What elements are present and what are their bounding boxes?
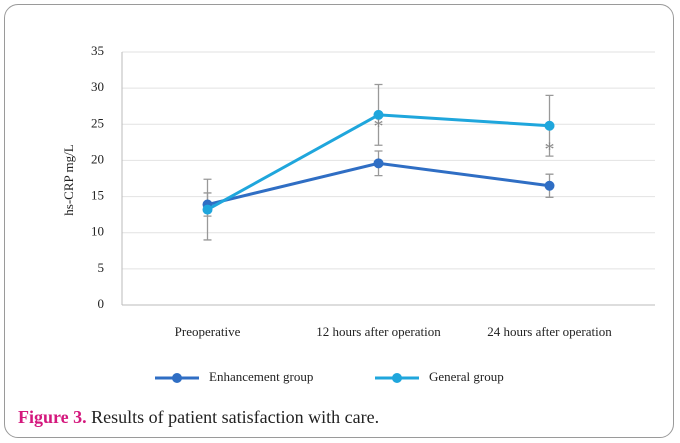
legend-label: General group: [429, 369, 504, 384]
y-tick-label: 10: [91, 224, 104, 239]
data-point: [373, 158, 384, 169]
legend-marker: [392, 373, 402, 383]
y-tick-label: 15: [91, 188, 104, 203]
chart: hs-CRP mg/L 0 5 10 15 20 25 30 35 Preoperative 12…: [61, 43, 655, 384]
caption-label: Figure 3.: [18, 407, 87, 427]
annotation: *: [545, 139, 555, 161]
x-tick-label: 12 hours after operation: [316, 324, 441, 339]
y-tick-label: 25: [91, 115, 104, 130]
legend-marker: [172, 373, 182, 383]
x-tick-label: Preoperative: [175, 324, 241, 339]
y-tick-label: 35: [91, 43, 104, 58]
data-point: [373, 109, 384, 120]
data-point: [202, 204, 213, 215]
y-axis-label: hs-CRP mg/L: [61, 144, 76, 215]
x-tick-label: 24 hours after operation: [487, 324, 612, 339]
y-tick-label: 30: [91, 79, 104, 94]
data-point: [544, 180, 555, 191]
y-tick-label: 0: [98, 296, 105, 311]
figure-border: [4, 4, 674, 438]
legend-label: Enhancement group: [209, 369, 313, 384]
y-tick-label: 20: [91, 151, 104, 166]
annotation: *: [374, 116, 384, 138]
data-point: [544, 120, 555, 131]
caption: Figure 3. Results of patient satisfactio…: [18, 407, 379, 428]
y-tick-label: 5: [98, 260, 105, 275]
caption-text: Results of patient satisfaction with car…: [91, 407, 380, 427]
